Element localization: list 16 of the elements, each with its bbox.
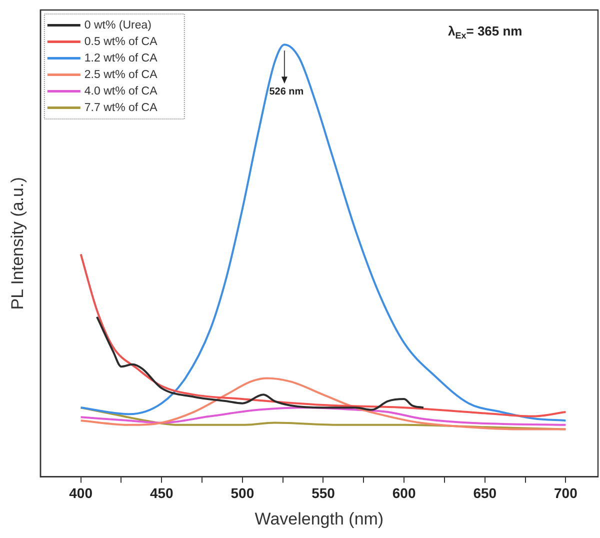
x-tick-label: 400	[69, 485, 93, 502]
legend-label: 7.7 wt% of CA	[84, 102, 158, 114]
legend-label: 1.2 wt% of CA	[84, 52, 158, 64]
legend-label: 0 wt% (Urea)	[84, 19, 152, 32]
legend-label: 4.0 wt% of CA	[84, 85, 158, 98]
x-tick-label: 650	[473, 485, 497, 502]
x-tick-label: 500	[230, 485, 254, 502]
legend-label: 0.5 wt% of CA	[84, 36, 158, 48]
x-tick-label: 550	[312, 485, 336, 502]
annotation: 526 nm	[269, 86, 304, 98]
x-axis-title: Wavelength (nm)	[254, 509, 384, 528]
x-tick-label: 450	[150, 485, 174, 502]
y-axis-title: PL Intensity (a.u.)	[8, 177, 27, 310]
legend-label: 2.5 wt% of CA	[84, 68, 158, 81]
x-tick-label: 600	[392, 485, 416, 502]
x-tick-label: 700	[554, 485, 578, 502]
